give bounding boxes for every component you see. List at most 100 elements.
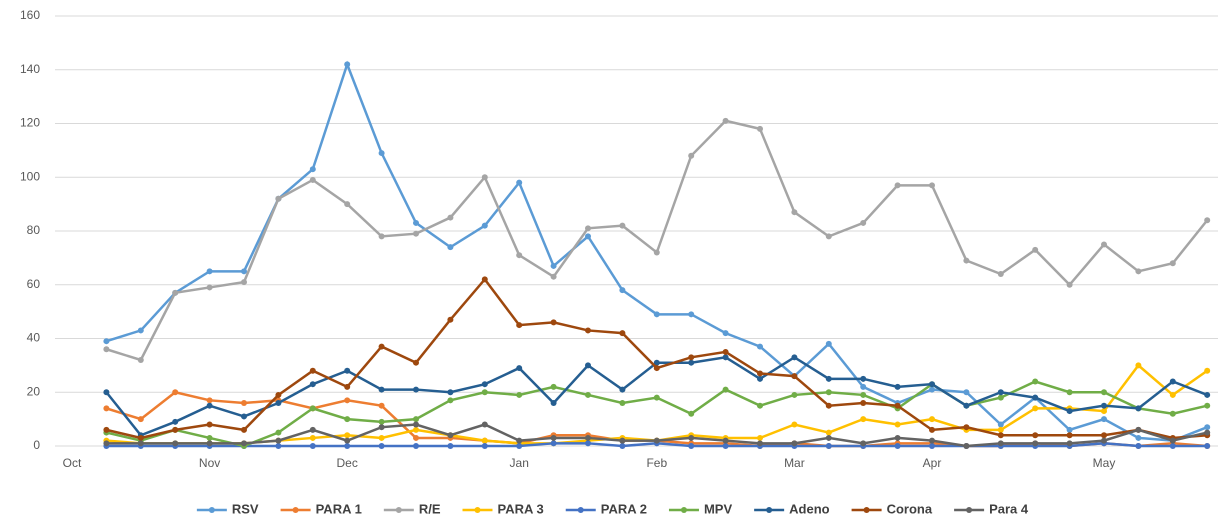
data-point	[963, 443, 970, 449]
data-point	[585, 434, 591, 441]
legend-marker	[395, 507, 402, 513]
data-point	[1135, 443, 1142, 449]
data-point	[825, 402, 832, 409]
data-point	[791, 391, 798, 398]
data-point	[757, 434, 763, 441]
data-point	[1101, 408, 1107, 415]
data-point	[516, 391, 523, 398]
data-point	[963, 424, 970, 431]
data-point	[344, 61, 351, 68]
data-point	[137, 434, 144, 441]
data-point	[275, 437, 282, 444]
data-point	[894, 402, 901, 409]
data-point	[722, 348, 729, 355]
x-tick-label: Apr	[923, 456, 942, 470]
data-point	[1169, 443, 1176, 449]
data-point	[206, 421, 213, 428]
data-point	[585, 440, 591, 447]
data-point	[378, 150, 385, 157]
data-point	[344, 416, 351, 423]
data-point	[963, 257, 970, 264]
data-point	[1032, 246, 1039, 253]
data-point	[585, 327, 591, 334]
data-point	[997, 271, 1004, 277]
x-tick-label: Dec	[337, 456, 358, 470]
data-point	[688, 359, 695, 366]
data-point	[447, 214, 454, 221]
data-point	[722, 117, 729, 124]
data-point	[241, 268, 247, 275]
data-point	[413, 230, 419, 237]
data-point	[550, 440, 557, 447]
data-point	[653, 394, 660, 401]
data-point	[653, 359, 660, 366]
data-point	[378, 434, 385, 441]
data-point	[1135, 268, 1142, 275]
data-point	[619, 330, 626, 337]
data-point	[481, 443, 488, 449]
data-point	[1204, 429, 1211, 436]
data-point	[550, 383, 557, 390]
data-point	[997, 394, 1004, 401]
data-point	[481, 389, 488, 396]
data-point	[344, 383, 351, 390]
data-point	[309, 443, 316, 449]
y-tick-label: 100	[20, 169, 40, 183]
data-point	[860, 375, 867, 382]
data-point	[378, 233, 385, 240]
data-point	[1204, 424, 1211, 431]
series-line	[106, 277, 1208, 440]
data-point	[929, 182, 935, 189]
legend-label: PARA 2	[601, 501, 647, 516]
data-point	[378, 418, 385, 425]
data-point	[997, 426, 1004, 433]
y-tick-label: 0	[33, 438, 40, 452]
data-point	[481, 421, 488, 428]
data-point	[516, 252, 523, 259]
data-point	[757, 125, 763, 132]
data-point	[275, 429, 282, 436]
data-point	[481, 276, 488, 283]
data-point	[825, 389, 832, 396]
data-point	[860, 219, 867, 226]
data-point	[688, 152, 695, 159]
legend-label: PARA 3	[498, 501, 544, 516]
data-point	[137, 416, 144, 423]
data-point	[1101, 432, 1107, 439]
data-point	[1032, 440, 1039, 447]
data-point	[997, 389, 1004, 396]
data-point	[1066, 440, 1073, 447]
data-point	[550, 319, 557, 326]
x-tick-label: Nov	[199, 456, 220, 470]
data-point	[447, 389, 454, 396]
data-point	[894, 182, 901, 189]
data-point	[825, 340, 832, 347]
data-point	[688, 410, 695, 417]
data-point	[413, 416, 419, 423]
data-point	[619, 443, 626, 449]
data-point	[929, 416, 935, 423]
data-point	[344, 432, 351, 439]
data-point	[1101, 402, 1107, 409]
data-point	[309, 434, 316, 441]
data-point	[860, 440, 867, 447]
data-point	[929, 443, 935, 449]
data-point	[206, 284, 213, 291]
y-tick-label: 40	[27, 331, 41, 345]
data-point	[860, 416, 867, 423]
data-point	[825, 434, 832, 441]
data-point	[137, 440, 144, 447]
data-point	[722, 437, 729, 444]
data-point	[309, 381, 316, 388]
data-point	[722, 386, 729, 393]
legend-label: Corona	[887, 501, 933, 516]
data-point	[516, 179, 523, 186]
data-point	[860, 383, 867, 390]
data-point	[550, 262, 557, 269]
y-tick-label: 80	[27, 223, 41, 237]
data-point	[1135, 362, 1142, 369]
legend-marker	[966, 507, 973, 513]
data-point	[206, 268, 213, 275]
data-point	[1066, 426, 1073, 433]
data-point	[241, 279, 247, 286]
